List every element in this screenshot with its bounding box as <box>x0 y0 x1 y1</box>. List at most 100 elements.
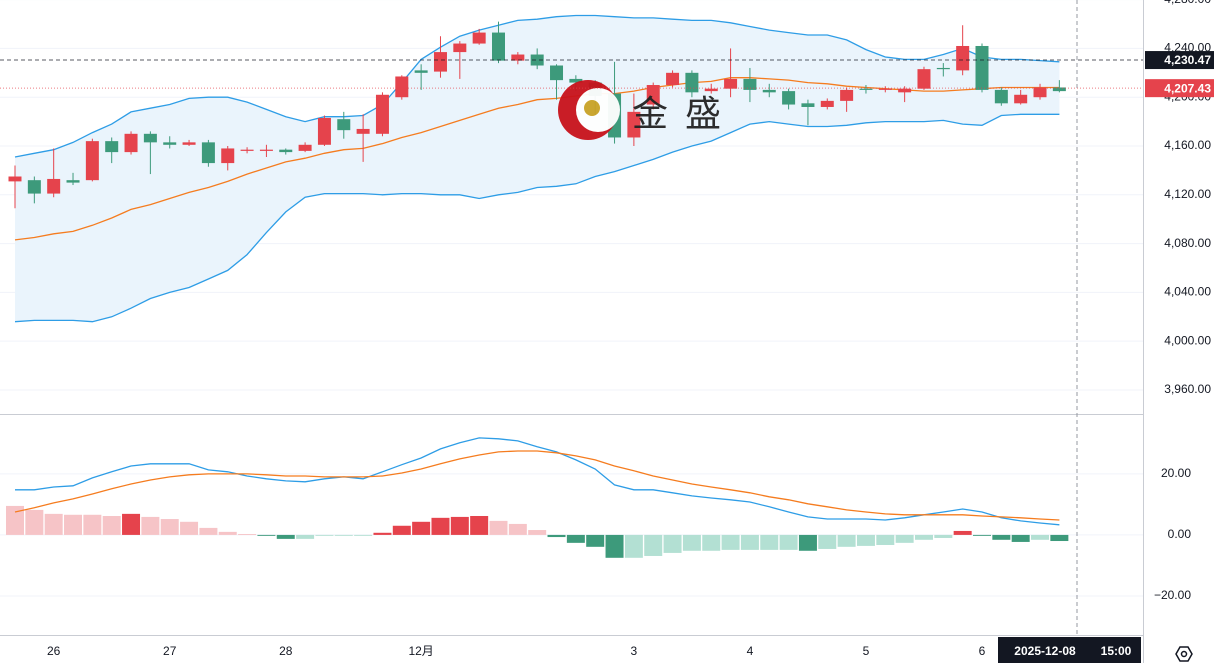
macd-bar <box>64 514 83 535</box>
candle-body <box>337 119 351 131</box>
watermark-text: 金 <box>632 94 668 135</box>
macd-bar <box>6 505 24 535</box>
bollinger-lower <box>14 113 1060 323</box>
macd-bar <box>450 516 469 535</box>
candle-body <box>917 69 931 89</box>
macd-bar <box>876 534 895 545</box>
candle-body <box>762 89 776 93</box>
candle-body <box>1033 87 1047 98</box>
x-tick-label: 3 <box>631 644 638 658</box>
candle-body <box>163 142 177 145</box>
candle-body <box>356 128 370 134</box>
candle-body <box>685 72 699 93</box>
candle-body <box>143 133 157 143</box>
macd-bar <box>141 516 160 535</box>
macd-bar <box>992 534 1011 540</box>
macd-bar <box>1011 534 1030 542</box>
price-label-box <box>1145 51 1214 70</box>
macd-bar <box>354 534 373 536</box>
macd-bar <box>605 534 624 558</box>
macd-bar <box>934 534 953 538</box>
macd-bar <box>856 534 875 546</box>
candle-body <box>666 72 680 86</box>
settings-icon[interactable] <box>1175 646 1193 662</box>
macd-bar <box>644 534 663 556</box>
macd-bar <box>412 521 431 535</box>
watermark: 金盛 <box>558 80 721 140</box>
macd-bar <box>547 534 566 538</box>
candle-body <box>994 89 1008 104</box>
candle-body <box>782 91 796 105</box>
crosshair-time-box <box>998 637 1141 663</box>
macd-bar <box>218 531 237 535</box>
macd-bar <box>895 534 914 543</box>
macd-bar <box>1050 534 1069 542</box>
candle-body <box>221 148 235 164</box>
candle-body <box>936 67 950 70</box>
macd-bar <box>25 509 44 535</box>
macd-bar <box>180 521 199 535</box>
candle-body <box>298 144 312 151</box>
candle-body <box>124 133 138 153</box>
candle-body <box>395 76 409 98</box>
candle-body <box>472 32 486 44</box>
macd-bar <box>296 534 315 539</box>
macd-bar <box>489 520 508 535</box>
macd-bar <box>102 515 121 535</box>
candle-body <box>878 88 892 90</box>
candle-body <box>105 141 119 153</box>
y-tick-label: 4,080.00 <box>1164 236 1211 250</box>
candle-body <box>898 88 912 93</box>
price-label: 4,207.43 <box>1164 81 1211 95</box>
candle-body <box>743 78 757 90</box>
macd-bar <box>528 530 547 535</box>
candle-body <box>859 88 873 90</box>
macd-bar <box>83 514 102 535</box>
macd-bar <box>392 525 411 535</box>
x-tick-label: 28 <box>279 644 293 658</box>
candle-body <box>975 45 989 90</box>
macd-bar <box>702 534 721 551</box>
candle-body <box>1052 87 1066 92</box>
candle-body <box>453 43 467 53</box>
bollinger-fill <box>15 15 1060 322</box>
macd-bar <box>973 534 991 536</box>
candle-body <box>550 65 564 81</box>
y-tick-label: 20.00 <box>1161 466 1191 480</box>
candle-body <box>182 142 196 145</box>
macd-bar <box>663 534 682 553</box>
candle-body <box>279 149 293 153</box>
macd-bar <box>199 527 218 535</box>
candle-body <box>820 100 834 107</box>
candle-body <box>47 178 61 194</box>
x-tick-label: 4 <box>747 644 754 658</box>
crosshair-date: 2025-12-08 <box>1014 644 1076 658</box>
macd-bar <box>315 534 334 536</box>
macd-bar <box>566 534 585 543</box>
price-label: 4,230.47 <box>1164 53 1211 67</box>
macd-bar <box>373 532 392 535</box>
crosshair-time: 15:00 <box>1101 644 1132 658</box>
candle-body <box>627 111 641 138</box>
settings-hex[interactable] <box>1175 646 1193 662</box>
macd-bar <box>276 534 295 539</box>
candle-body <box>317 117 331 145</box>
y-tick-label: 4,040.00 <box>1164 285 1211 299</box>
macd-bar <box>334 534 353 536</box>
settings-dot[interactable] <box>1180 650 1188 658</box>
candle-body <box>569 78 583 83</box>
x-tick-label: 6 <box>979 644 986 658</box>
candle-body <box>492 32 505 61</box>
candle-body <box>704 88 718 92</box>
macd-bar <box>721 534 740 550</box>
macd-bar <box>837 534 856 547</box>
macd-bar <box>257 534 276 536</box>
candle-body <box>414 70 428 73</box>
x-tick-label: 26 <box>47 644 61 658</box>
candle-body <box>433 52 447 72</box>
x-tick-label: 5 <box>863 644 870 658</box>
macd-bar <box>682 534 701 551</box>
macd-bar <box>624 534 643 558</box>
